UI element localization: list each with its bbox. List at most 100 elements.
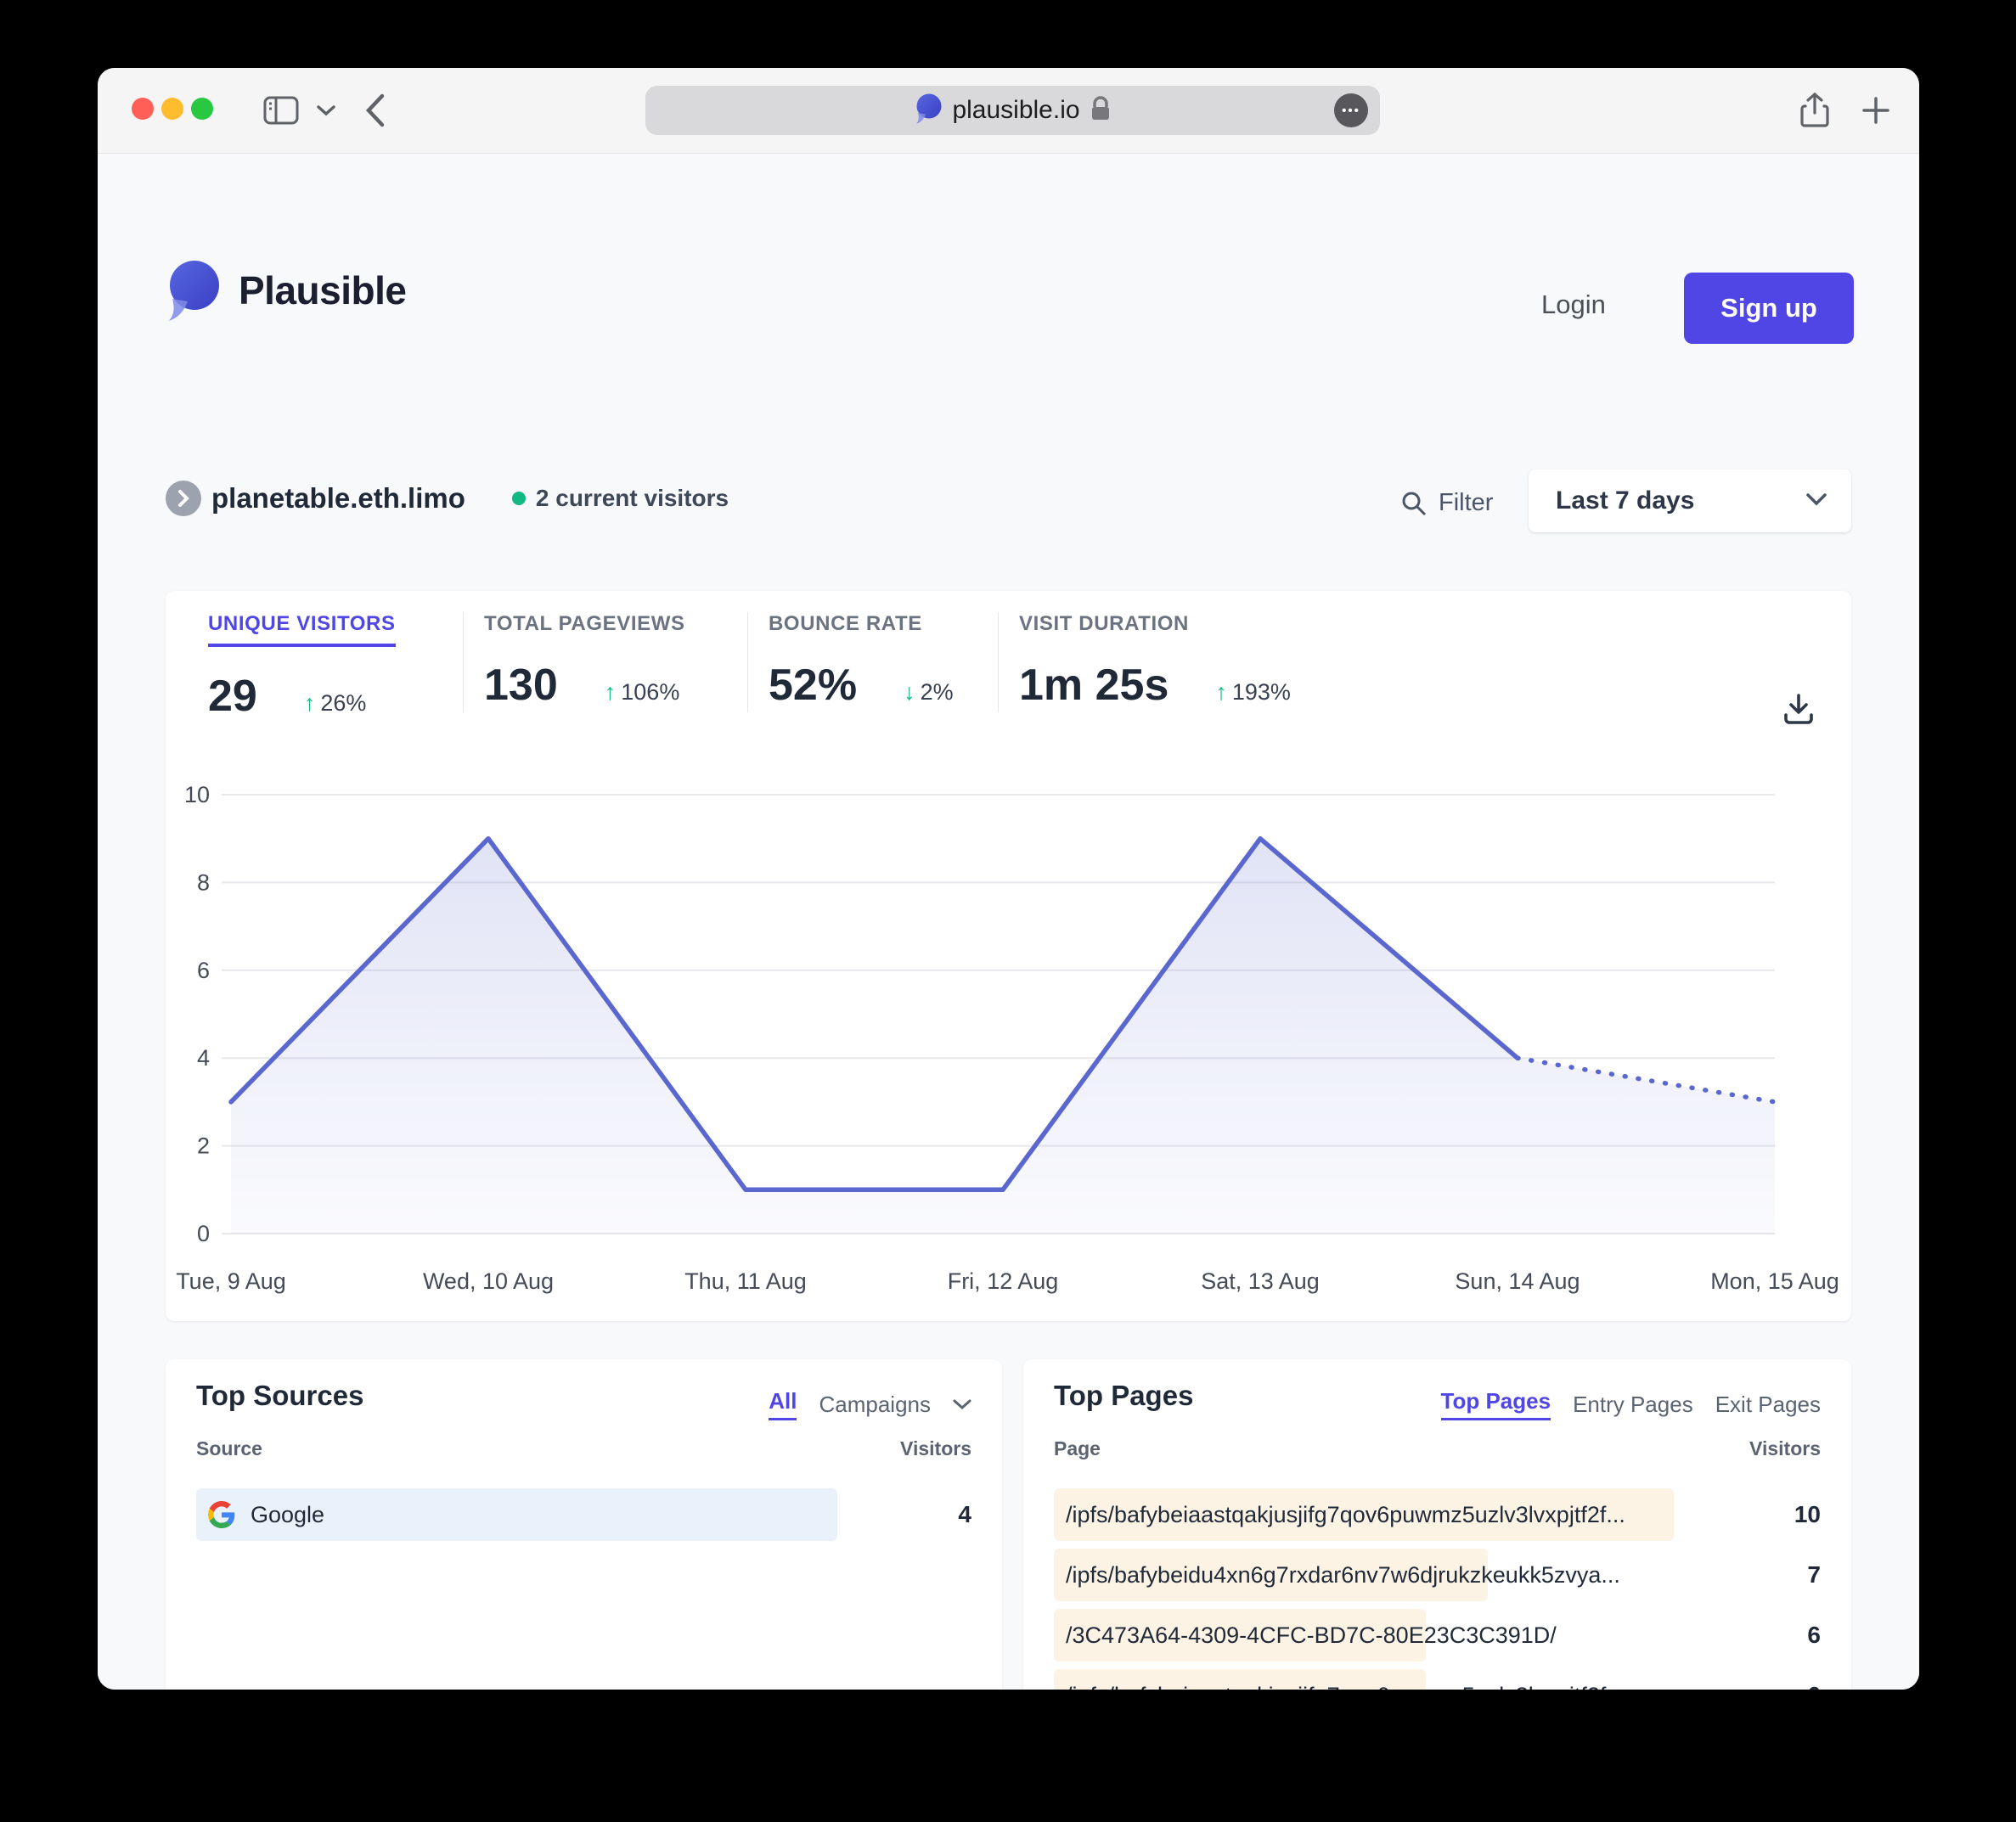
zoom-window-button[interactable] [191, 98, 213, 120]
stat-change: ↑ 193% [1215, 679, 1291, 705]
source-name: Google [251, 1501, 325, 1527]
stat-value: 29 [208, 672, 257, 721]
stat-value: 130 [484, 661, 558, 710]
visitors-value: 6 [1807, 1669, 1821, 1690]
value-bar [196, 1488, 837, 1541]
stat-label: VISIT DURATION [1019, 612, 1189, 635]
table-row[interactable]: /ipfs/bafybeiaastqakjusjifg7qov6puwmz5uz… [1054, 1669, 1821, 1690]
stat-total-pageviews[interactable]: TOTAL PAGEVIEWS 130 ↑ 106% [484, 612, 685, 711]
top-sources-card: Top Sources All Campaigns Source Visitor… [166, 1359, 1002, 1690]
tab-top-pages[interactable]: Top Pages [1440, 1388, 1551, 1420]
visitors-value: 6 [1807, 1622, 1821, 1648]
stat-visit-duration[interactable]: VISIT DURATION 1m 25s ↑ 193% [1019, 612, 1291, 711]
site-switcher[interactable]: planetable.eth.limo 2 current visitors [166, 481, 729, 516]
url-text: plausible.io [952, 96, 1080, 124]
stat-change: ↑ 106% [604, 679, 680, 705]
live-dot-icon [511, 492, 526, 505]
column-source: Source [196, 1437, 262, 1459]
svg-text:Wed, 10 Aug: Wed, 10 Aug [423, 1268, 554, 1294]
column-visitors: Visitors [900, 1437, 971, 1459]
filter-label: Filter [1439, 489, 1494, 516]
stat-label: BOUNCE RATE [769, 612, 922, 635]
stat-unique-visitors[interactable]: UNIQUE VISITORS 29 ↑ 26% [208, 612, 396, 722]
card-title: Top Pages [1054, 1380, 1194, 1411]
table-row[interactable]: Google 4 [196, 1488, 971, 1541]
page-path: /3C473A64-4309-4CFC-BD7C-80E23C3C391D/ [1066, 1622, 1557, 1648]
lock-icon [1090, 95, 1111, 126]
divider [998, 612, 999, 712]
arrow-up-icon: ↑ [1215, 679, 1227, 705]
svg-text:10: 10 [184, 782, 210, 807]
visitors-value: 10 [1794, 1501, 1821, 1527]
column-page: Page [1054, 1437, 1101, 1459]
divider [747, 612, 748, 712]
page-path: /ipfs/bafybeiaastqakjusjifg7qov6puwmz5uz… [1066, 1501, 1625, 1527]
chevron-down-icon [1805, 492, 1827, 510]
visitors-chart: 0 2 4 6 8 10 Tue, 9 Aug Wed, 10 Aug Thu, 11 Aug F… [166, 769, 1851, 1321]
svg-text:Thu, 11 Aug: Thu, 11 Aug [684, 1268, 807, 1294]
back-icon[interactable] [357, 68, 394, 153]
stat-change: ↓ 2% [904, 679, 954, 705]
table-row[interactable]: /ipfs/bafybeiaastqakjusjifg7qov6puwmz5uz… [1054, 1488, 1821, 1541]
tab-exit-pages[interactable]: Exit Pages [1715, 1391, 1821, 1417]
stat-label: UNIQUE VISITORS [208, 612, 396, 647]
column-visitors: Visitors [1749, 1437, 1821, 1459]
tab-group-chevron-icon[interactable] [312, 68, 341, 153]
search-icon [1402, 492, 1427, 515]
minimize-window-button[interactable] [161, 98, 183, 120]
reader-options-icon[interactable]: ••• [1334, 93, 1368, 127]
value-bar [1054, 1669, 1426, 1690]
plausible-logo-icon [169, 261, 219, 321]
table-row[interactable]: /3C473A64-4309-4CFC-BD7C-80E23C3C391D/ 6 [1054, 1609, 1821, 1662]
tab-entry-pages[interactable]: Entry Pages [1573, 1391, 1693, 1417]
tab-all[interactable]: All [769, 1388, 797, 1420]
svg-text:Tue, 9 Aug: Tue, 9 Aug [176, 1268, 286, 1294]
browser-window: plausible.io ••• Plausible [98, 68, 1919, 1690]
browser-toolbar: plausible.io ••• [98, 68, 1919, 154]
value-bar [1054, 1488, 1674, 1541]
tab-campaigns[interactable]: Campaigns [819, 1391, 931, 1417]
page-content: Plausible Login Sign up planetable.eth.l… [98, 154, 1919, 1690]
svg-text:Fri, 12 Aug: Fri, 12 Aug [948, 1268, 1059, 1294]
brand-name: Plausible [239, 268, 407, 312]
login-link[interactable]: Login [1541, 290, 1606, 319]
svg-text:Mon, 15 Aug: Mon, 15 Aug [1710, 1268, 1839, 1294]
arrow-up-icon: ↑ [604, 679, 617, 705]
site-favicon [915, 93, 942, 128]
arrow-up-icon: ↑ [303, 690, 316, 716]
close-window-button[interactable] [132, 98, 154, 120]
new-tab-icon[interactable] [1857, 68, 1895, 153]
svg-text:8: 8 [197, 869, 210, 895]
card-title: Top Sources [196, 1380, 364, 1411]
address-bar[interactable]: plausible.io ••• [645, 86, 1380, 135]
share-icon[interactable] [1796, 68, 1833, 153]
svg-text:6: 6 [197, 958, 210, 983]
stat-bounce-rate[interactable]: BOUNCE RATE 52% ↓ 2% [769, 612, 954, 711]
current-visitors[interactable]: 2 current visitors [535, 485, 729, 511]
svg-text:4: 4 [197, 1045, 210, 1071]
analytics-card: UNIQUE VISITORS 29 ↑ 26% TOTAL PAGEVIEWS … [166, 591, 1851, 1321]
plausible-logo[interactable]: Plausible [166, 260, 407, 321]
download-export-icon[interactable] [1781, 691, 1816, 727]
table-row[interactable]: /ipfs/bafybeidu4xn6g7rxdar6nv7w6djrukzke… [1054, 1549, 1821, 1601]
value-bar [1054, 1549, 1488, 1601]
date-range-select[interactable]: Last 7 days [1529, 470, 1851, 532]
stat-value: 52% [769, 661, 858, 710]
arrow-down-icon: ↓ [904, 679, 915, 705]
site-domain: planetable.eth.limo [211, 482, 465, 514]
svg-text:Sun, 14 Aug: Sun, 14 Aug [1455, 1268, 1580, 1294]
signup-button[interactable]: Sign up [1684, 273, 1854, 344]
svg-text:0: 0 [197, 1221, 210, 1246]
chevron-down-icon[interactable] [953, 1398, 971, 1410]
stat-value: 1m 25s [1019, 661, 1169, 710]
google-icon [208, 1501, 235, 1528]
filter-button[interactable]: Filter [1401, 489, 1493, 517]
visitors-value: 7 [1807, 1561, 1821, 1588]
svg-text:2: 2 [197, 1133, 210, 1159]
stat-label: TOTAL PAGEVIEWS [484, 612, 685, 635]
sidebar-toggle-icon[interactable] [261, 68, 301, 153]
visitors-value: 4 [958, 1501, 971, 1527]
top-pages-card: Top Pages Top Pages Entry Pages Exit Pag… [1023, 1359, 1851, 1690]
stat-change: ↑ 26% [303, 690, 367, 716]
svg-text:Sat, 13 Aug: Sat, 13 Aug [1201, 1268, 1320, 1294]
